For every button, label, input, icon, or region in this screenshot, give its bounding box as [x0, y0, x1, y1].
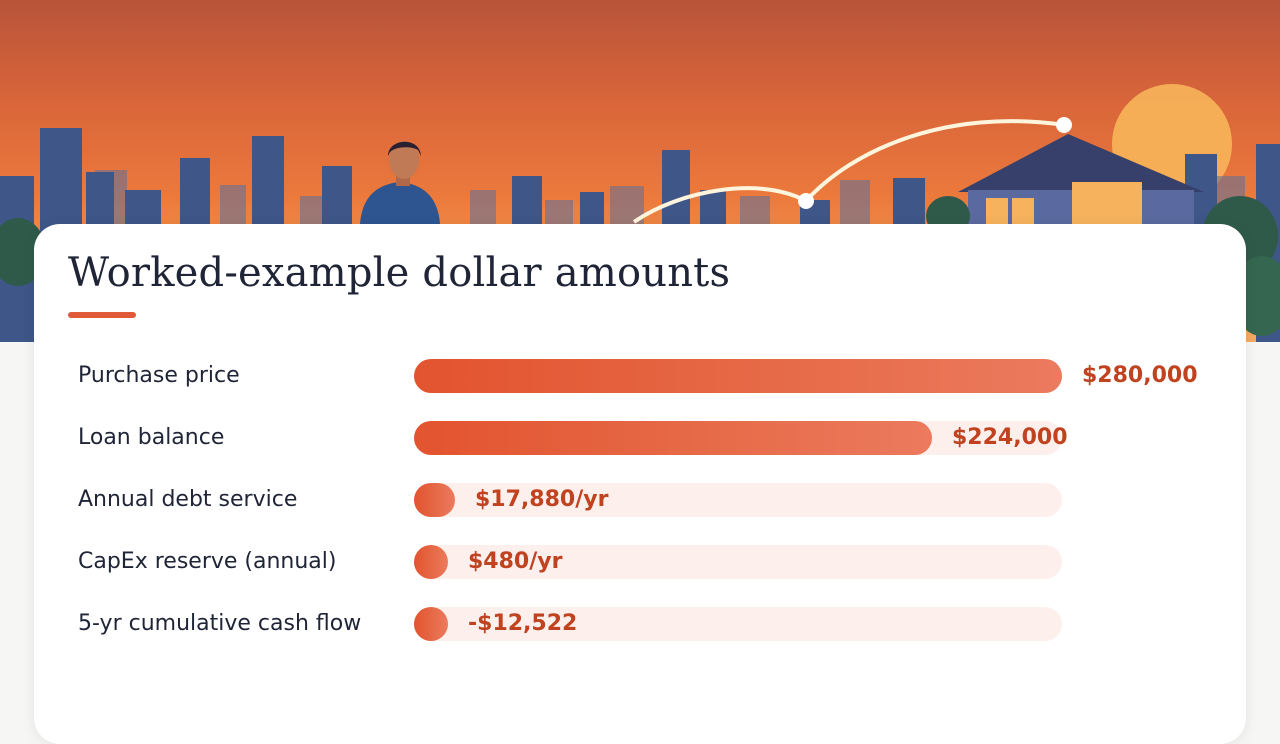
- bar-track: [414, 421, 1062, 455]
- bar-value-label: -$12,522: [468, 611, 578, 636]
- title-underline: [68, 312, 136, 318]
- bar-track: [414, 483, 1062, 517]
- bar-row: Loan balance $224,000: [34, 420, 1246, 456]
- bar-label: Annual debt service: [78, 487, 298, 512]
- bar-label: 5-yr cumulative cash flow: [78, 611, 362, 636]
- bar: [414, 483, 455, 517]
- man-figure: [360, 141, 440, 224]
- bar: [414, 359, 1062, 393]
- bar-track: [414, 607, 1062, 641]
- page-title: Worked-example dollar amounts: [68, 250, 731, 296]
- bar-track: [414, 545, 1062, 579]
- bar-row: 5-yr cumulative cash flow -$12,522: [34, 606, 1246, 642]
- chart-card: Worked-example dollar amounts Purchase p…: [34, 224, 1246, 744]
- bar: [414, 545, 448, 579]
- bar-row: CapEx reserve (annual) $480/yr: [34, 544, 1246, 580]
- bar: [414, 607, 448, 641]
- bar-value-label: $224,000: [952, 425, 1068, 450]
- bar-value-label: $480/yr: [468, 549, 563, 574]
- bar-value-label: $17,880/yr: [475, 487, 609, 512]
- bar-chart: Purchase price $280,000 Loan balance $224,0…: [34, 224, 1246, 744]
- growth-arc: [632, 117, 1072, 224]
- bar-row: Annual debt service $17,880/yr: [34, 482, 1246, 518]
- bar-track: [414, 359, 1062, 393]
- bar-row: Purchase price $280,000: [34, 358, 1246, 394]
- bar-value-label: $280,000: [1082, 363, 1198, 388]
- bar-label: Purchase price: [78, 363, 240, 388]
- bar: [414, 421, 932, 455]
- bar-label: Loan balance: [78, 425, 225, 450]
- bar-label: CapEx reserve (annual): [78, 549, 337, 574]
